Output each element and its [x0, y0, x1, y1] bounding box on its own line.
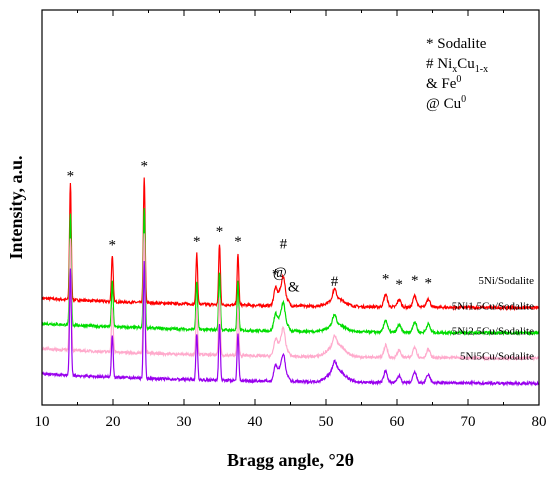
x-tick-label: 80	[532, 414, 547, 430]
legend-entry: @ Cu0	[426, 94, 466, 112]
series-label: 5Ni1.5Cu/Sodalite	[452, 300, 534, 312]
x-tick-label: 30	[177, 414, 192, 430]
series-line	[41, 260, 540, 387]
peak-marker: *	[67, 168, 75, 184]
peak-marker: *	[109, 238, 117, 254]
x-tick-label: 70	[461, 414, 476, 430]
peak-marker: *	[395, 277, 403, 293]
peak-marker: *	[140, 158, 148, 174]
x-axis-label: Bragg angle, °2θ	[227, 450, 354, 470]
peak-marker: @	[273, 265, 287, 281]
peak-marker: #	[331, 274, 339, 290]
peak-marker: *	[216, 224, 224, 240]
series-line	[41, 208, 540, 337]
legend-entry: * Sodalite	[426, 36, 487, 52]
legend-entry: & Fe0	[426, 74, 461, 92]
peak-marker: *	[193, 234, 201, 250]
peak-marker: &	[288, 279, 300, 295]
peak-marker: *	[424, 276, 432, 292]
peak-marker: *	[411, 273, 419, 289]
plot-area: 5Ni/Sodalite 5Ni1.5Cu/Sodalite 5Ni2.5Cu/So…	[41, 158, 540, 387]
series-label: 5Ni/Sodalite	[478, 275, 534, 287]
legend: * Sodalite # NixCu1-x& Fe0 @ Cu0	[426, 36, 488, 112]
x-tick-label: 50	[319, 414, 334, 430]
series-line	[41, 233, 540, 362]
x-tick-label: 20	[106, 414, 121, 430]
x-tick-label: 10	[35, 414, 50, 430]
peak-marker: *	[382, 272, 390, 288]
axes: 10 20 30 40 50 60 70 80 Bragg angle, °2θ Intensit…	[6, 9, 547, 470]
series-label: 5Ni5Cu/Sodalite	[460, 351, 534, 363]
series-label: 5Ni2.5Cu/Sodalite	[452, 326, 534, 338]
peak-marker: *	[234, 234, 242, 250]
series-line	[41, 177, 540, 312]
y-axis-label: Intensity, a.u.	[6, 155, 26, 259]
legend-entry: # NixCu1-x	[426, 56, 488, 75]
peak-marker: *	[272, 267, 280, 283]
peak-marker: #	[280, 237, 288, 253]
x-tick-label: 60	[390, 414, 405, 430]
x-tick-label: 40	[248, 414, 263, 430]
